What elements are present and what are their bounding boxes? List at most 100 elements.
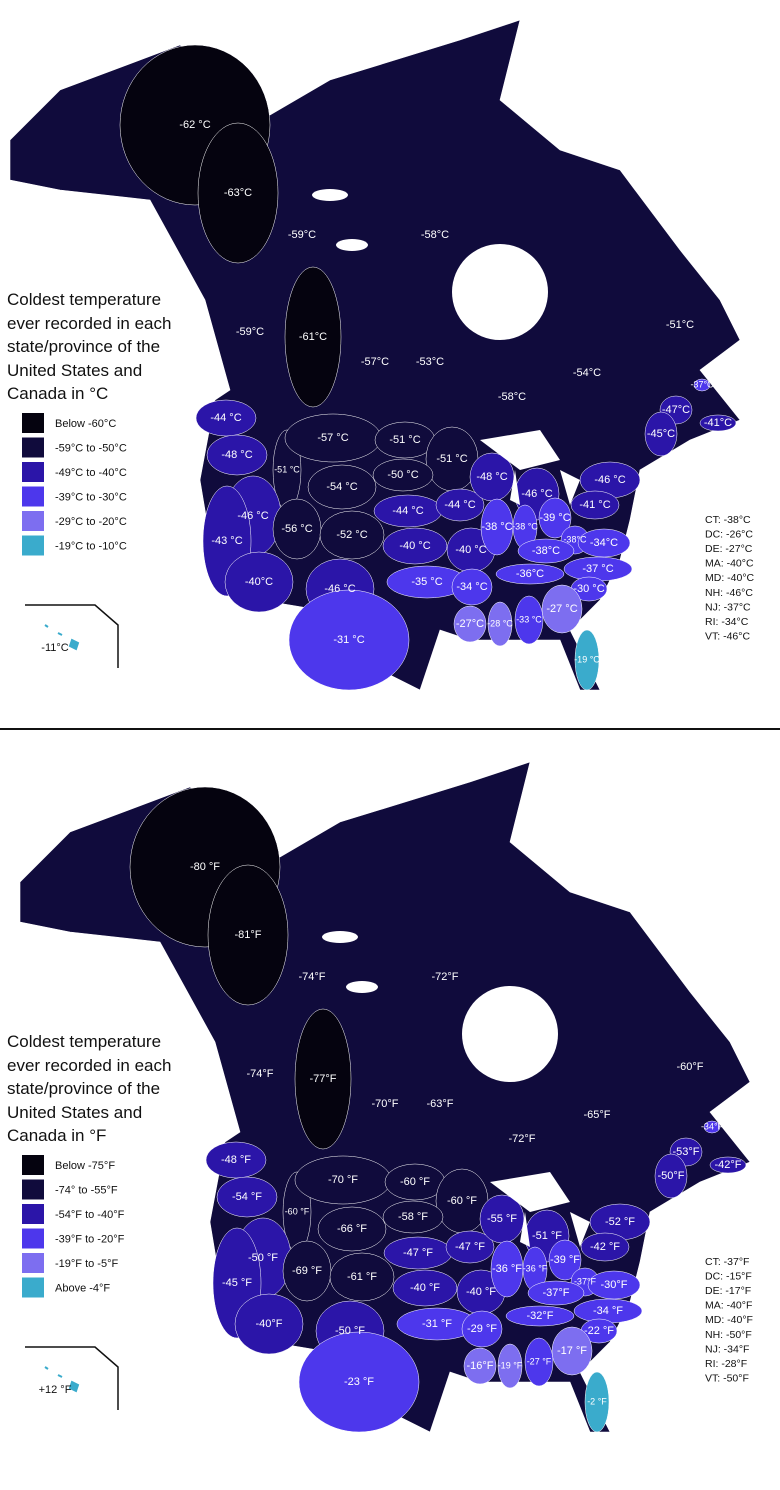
region-label: -51 °C bbox=[436, 453, 467, 465]
legend-label: -39°C to -30°C bbox=[55, 491, 127, 503]
region bbox=[197, 122, 279, 264]
region-label: +12 °F bbox=[39, 1384, 72, 1396]
region bbox=[317, 1206, 387, 1252]
small-state-value: NH: -50°F bbox=[705, 1329, 752, 1341]
region-label: -61°C bbox=[299, 331, 327, 343]
region-label: -36°C bbox=[516, 568, 544, 580]
region-label: -77°F bbox=[309, 1073, 336, 1085]
region-label: -31 °F bbox=[422, 1318, 452, 1330]
region-label: -47°C bbox=[662, 404, 690, 416]
legend-label: -39°F to -20°F bbox=[55, 1233, 125, 1245]
region bbox=[319, 510, 385, 560]
region-label: -34°F bbox=[701, 1121, 724, 1131]
small-state-value: MA: -40°C bbox=[705, 558, 754, 570]
small-state-value: MA: -40°F bbox=[705, 1300, 752, 1312]
region-label: -54°C bbox=[573, 367, 601, 379]
small-state-value: MD: -40°F bbox=[705, 1314, 753, 1326]
small-state-value: DE: -17°F bbox=[705, 1285, 751, 1297]
region-label: -48 °F bbox=[221, 1154, 251, 1166]
legend-swatch bbox=[22, 486, 44, 507]
region bbox=[644, 411, 678, 457]
region-label: -37°C bbox=[690, 379, 714, 389]
legend-label: -19°F to -5°F bbox=[55, 1258, 118, 1270]
region bbox=[298, 1331, 420, 1433]
region-label: -46 °C bbox=[594, 474, 625, 486]
hawaii-inset bbox=[25, 1346, 119, 1410]
region bbox=[574, 629, 600, 691]
region bbox=[580, 1232, 630, 1262]
legend-swatch bbox=[22, 1253, 44, 1273]
region bbox=[284, 266, 342, 408]
region-label: -54 °C bbox=[326, 481, 357, 493]
region-label: -40 °F bbox=[410, 1282, 440, 1294]
region-label: -51 °C bbox=[274, 464, 300, 474]
region bbox=[372, 458, 434, 492]
legend-swatch bbox=[22, 1204, 44, 1224]
map-title: Coldest temperature ever recorded in eac… bbox=[7, 290, 172, 403]
region-label: -72°F bbox=[508, 1133, 535, 1145]
hawaii bbox=[44, 624, 80, 651]
hudson-bay bbox=[462, 986, 558, 1082]
legend-label: -19°C to -10°C bbox=[55, 540, 127, 552]
region-label: -44 °C bbox=[392, 505, 423, 517]
region-label: -46 °C bbox=[237, 510, 268, 522]
region-label: -48 °C bbox=[476, 471, 507, 483]
region-label: -60 °F bbox=[400, 1176, 430, 1188]
region bbox=[487, 601, 513, 647]
region-label: -51°C bbox=[666, 319, 694, 331]
region-label: -34°C bbox=[590, 537, 618, 549]
region bbox=[463, 1347, 497, 1385]
legend-swatch bbox=[22, 1179, 44, 1200]
region-label: -37°F bbox=[542, 1287, 569, 1299]
region bbox=[703, 1120, 721, 1134]
lake bbox=[312, 189, 348, 201]
region-label: -52 °F bbox=[605, 1216, 635, 1228]
region-label: -50°F bbox=[657, 1170, 684, 1182]
region-label: -40 °C bbox=[455, 544, 486, 556]
region-label: -38°C bbox=[563, 534, 587, 544]
region-label: -69 °F bbox=[292, 1265, 322, 1277]
region-label: -60 °F bbox=[447, 1195, 477, 1207]
small-state-value: CT: -38°C bbox=[705, 514, 751, 526]
legend-swatch bbox=[22, 511, 44, 531]
region bbox=[195, 399, 257, 437]
region-label: -70°F bbox=[371, 1098, 398, 1110]
region bbox=[505, 1305, 575, 1327]
region-label: -42°F bbox=[714, 1159, 741, 1171]
region bbox=[216, 1176, 278, 1218]
great-lakes bbox=[480, 430, 580, 505]
region bbox=[551, 1326, 593, 1376]
region-label: -22 °F bbox=[584, 1325, 614, 1337]
legend-label: Below -60°C bbox=[55, 418, 116, 430]
region-label: -52 °C bbox=[336, 529, 367, 541]
region-label: -37°F bbox=[574, 1276, 597, 1286]
region-label: -53°C bbox=[416, 356, 444, 368]
hudson-bay bbox=[452, 244, 548, 340]
region bbox=[329, 1252, 395, 1302]
region bbox=[382, 527, 448, 565]
legend-swatch bbox=[22, 1228, 44, 1249]
region-label: -37 °C bbox=[582, 563, 613, 575]
region-label: -65°F bbox=[583, 1109, 610, 1121]
region-label: -38°C bbox=[532, 545, 560, 557]
region-label: -48 °C bbox=[221, 449, 252, 461]
hawaii bbox=[44, 1366, 80, 1393]
small-state-value: VT: -46°C bbox=[705, 631, 750, 643]
region-label: -81°F bbox=[234, 929, 261, 941]
region-label: -63°F bbox=[426, 1098, 453, 1110]
region-label: -63°C bbox=[224, 187, 252, 199]
small-state-value: RI: -34°C bbox=[705, 616, 749, 628]
region-label: -50 °F bbox=[335, 1325, 365, 1337]
map: -80 °F -81°F -74°F -72°F -74°F -77°F -70°F -63°… bbox=[19, 761, 753, 1433]
region-label: -43 °C bbox=[211, 535, 242, 547]
legend-label: Below -75°F bbox=[55, 1160, 115, 1172]
region-label: -41 °C bbox=[579, 499, 610, 511]
region-label: -16°F bbox=[466, 1360, 493, 1372]
region-label: -70 °F bbox=[328, 1174, 358, 1186]
landmass bbox=[19, 761, 751, 1433]
region bbox=[497, 1343, 523, 1389]
small-state-value: DE: -27°C bbox=[705, 543, 753, 555]
region-label: -58°C bbox=[421, 229, 449, 241]
region bbox=[538, 497, 572, 539]
